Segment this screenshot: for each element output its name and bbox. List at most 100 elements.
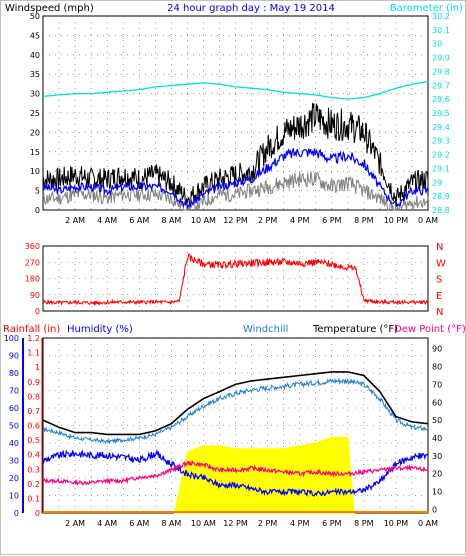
y-tick-label: 20	[9, 474, 19, 483]
y-tick-label: 28.9	[432, 192, 450, 201]
y-tick-label: 90	[9, 352, 19, 361]
y-tick-label: 0.2	[27, 480, 40, 489]
y-tick-label: 60	[432, 398, 442, 407]
rainfall-y-ticks: 0 0.1 0.2 0.3 0.4 0.5 0.6 0.7 0.8 0.9 1 1.1 1.2	[27, 334, 40, 518]
x-tick-label: 8 AM	[161, 216, 181, 225]
y-tick-label: 0	[35, 509, 40, 518]
y-tick-label: 29.5	[432, 109, 450, 118]
x-tick-label: 8 PM	[354, 216, 373, 225]
y-tick-label: 0	[35, 307, 40, 316]
x-tick-label: 10 PM	[384, 216, 409, 225]
y-tick-label: 30	[432, 452, 442, 461]
x-tick-label: 10 PM	[384, 519, 409, 528]
barometer-y-ticks: 28.8 28.9 29 29.1 29.2 29.3 29.4 29.5 29.6 29.7 29…	[432, 12, 450, 215]
compass-label: E	[436, 291, 442, 302]
y-tick-label: 0.4	[27, 451, 40, 460]
y-tick-label: 0.9	[27, 378, 40, 387]
y-tick-label: 50	[30, 12, 40, 21]
x-tick-label: 4 PM	[290, 216, 309, 225]
y-tick-label: 100	[4, 334, 19, 343]
y-tick-label: 30	[9, 457, 19, 466]
graph-title: 24 hour graph day : May 19 2014	[167, 3, 335, 14]
y-tick-label: 29.9	[432, 54, 450, 63]
y-tick-label: 50	[432, 416, 442, 425]
y-tick-label: 0.6	[27, 422, 40, 431]
y-tick-label: 0.8	[27, 392, 40, 401]
y-tick-label: 35	[30, 70, 40, 79]
y-tick-label: 0	[432, 505, 437, 514]
windchill-label: Windchill	[243, 324, 288, 335]
y-tick-label: 1	[35, 363, 40, 372]
y-tick-label: 80	[9, 369, 19, 378]
y-tick-label: 90	[432, 345, 442, 354]
x-tick-label: 4 AM	[97, 519, 117, 528]
y-tick-label: 90	[30, 291, 40, 300]
y-tick-label: 20	[30, 128, 40, 137]
y-tick-label: 70	[432, 380, 442, 389]
temperature-y-ticks: 0 10 20 30 40 50 60 70 80 90	[432, 345, 442, 515]
y-tick-label: 20	[432, 470, 442, 479]
windspeed-y-ticks: 0 5 10 15 20 25 30 35 40 45 50	[30, 12, 40, 215]
dewpoint-axis-label: Dew Point (°F)	[394, 324, 466, 335]
y-tick-label: 40	[432, 434, 442, 443]
y-tick-label: 29.1	[432, 164, 450, 173]
x-tick-label: 8 AM	[161, 519, 181, 528]
x-tick-label: 8 PM	[354, 519, 373, 528]
windspeed-axis-label: Windspeed (mph)	[5, 3, 94, 14]
y-tick-label: 30	[432, 40, 442, 49]
x-tick-label: 0 AM	[418, 216, 438, 225]
temperature-line	[42, 371, 429, 436]
temperature-x-ticks: 2 AM 4 AM 6 AM 8 AM 10 AM 12 PM 2 PM 4 PM 6 PM 8 …	[65, 519, 438, 528]
y-tick-label: 28.8	[432, 206, 450, 215]
y-tick-label: 80	[432, 363, 442, 372]
y-tick-label: 30.1	[432, 26, 450, 35]
x-tick-label: 0 AM	[418, 519, 438, 528]
x-tick-label: 6 AM	[129, 216, 149, 225]
y-tick-label: 30	[30, 90, 40, 99]
humidity-line	[42, 448, 429, 498]
compass-label: S	[436, 275, 442, 286]
windchill-line	[43, 377, 429, 445]
compass-label: N	[436, 307, 443, 318]
humidity-axis-label: Humidity (%)	[67, 324, 133, 335]
x-tick-label: 2 AM	[65, 519, 85, 528]
y-tick-label: 29.7	[432, 81, 450, 90]
y-tick-label: 25	[30, 109, 40, 118]
x-tick-label: 4 PM	[290, 519, 309, 528]
humidity-y-ticks: 0 10 20 30 40 50 60 70 80 90 100	[4, 334, 19, 518]
y-tick-label: 0.3	[27, 465, 40, 474]
x-tick-label: 2 PM	[258, 519, 277, 528]
y-tick-label: 180	[25, 275, 40, 284]
y-tick-label: 360	[25, 242, 40, 251]
windspeed-avg-line	[42, 147, 429, 209]
y-tick-label: 10	[9, 492, 19, 501]
y-tick-label: 0.5	[27, 436, 40, 445]
wind-direction-line	[42, 253, 429, 307]
y-tick-label: 29	[432, 178, 442, 187]
wind-direction-y-ticks: 0 90 180 270 360	[25, 242, 40, 316]
x-tick-label: 12 PM	[223, 216, 248, 225]
x-tick-label: 10 AM	[191, 519, 216, 528]
y-tick-label: 29.6	[432, 95, 450, 104]
y-tick-label: 50	[9, 422, 19, 431]
y-tick-label: 15	[30, 148, 40, 157]
y-tick-label: 10	[432, 488, 442, 497]
y-tick-label: 0.1	[27, 494, 40, 503]
y-tick-label: 70	[9, 387, 19, 396]
y-tick-label: 29.2	[432, 151, 450, 160]
x-tick-label: 6 PM	[322, 519, 341, 528]
x-tick-label: 12 PM	[223, 519, 248, 528]
y-tick-label: 270	[25, 258, 40, 267]
compass-label: N	[436, 242, 443, 253]
y-tick-label: 60	[9, 404, 19, 413]
y-tick-label: 0	[14, 509, 19, 518]
dewpoint-line	[42, 459, 429, 486]
y-tick-label: 29.4	[432, 123, 450, 132]
y-tick-label: 5	[35, 187, 40, 196]
x-tick-label: 6 AM	[129, 519, 149, 528]
y-tick-label: 1.2	[27, 334, 40, 343]
windspeed-gust-line	[42, 102, 429, 208]
barometer-line	[42, 80, 429, 100]
